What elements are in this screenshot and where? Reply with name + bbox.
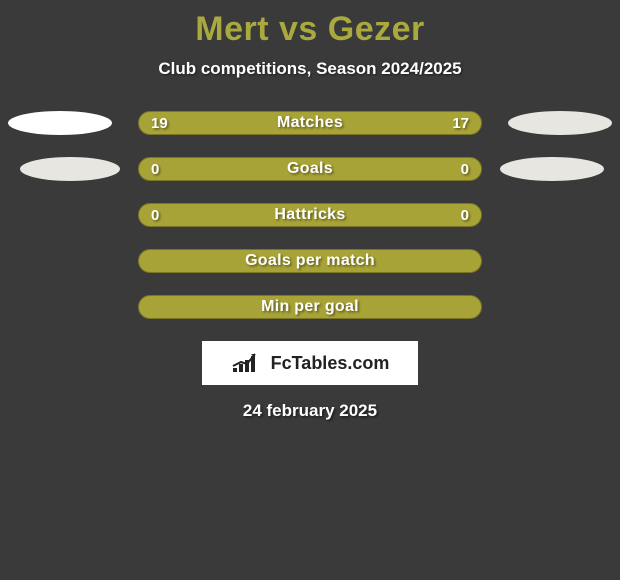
ellipse-right-1 <box>500 157 604 181</box>
stat-label: Goals per match <box>245 252 375 270</box>
stat-bar: Min per goal <box>138 295 482 319</box>
stat-bar: 19 Matches 17 <box>138 111 482 135</box>
stat-row-matches: 19 Matches 17 <box>0 111 620 135</box>
stat-row-goals: 0 Goals 0 <box>0 157 620 181</box>
page-title: Mert vs Gezer <box>0 0 620 49</box>
stat-row-gpm: Goals per match <box>0 249 620 273</box>
stat-label: Matches <box>277 114 343 132</box>
stat-rows: 19 Matches 17 0 Goals 0 0 Hattricks 0 <box>0 111 620 319</box>
stat-right-value: 0 <box>461 161 469 178</box>
stat-right-value: 17 <box>452 115 469 132</box>
logo: FcTables.com <box>231 352 390 374</box>
signal-bars-icon <box>231 352 265 374</box>
stat-bar: 0 Goals 0 <box>138 157 482 181</box>
infographic-container: Mert vs Gezer Club competitions, Season … <box>0 0 620 580</box>
ellipse-left-0 <box>8 111 112 135</box>
subtitle: Club competitions, Season 2024/2025 <box>0 59 620 79</box>
logo-box: FcTables.com <box>202 341 418 385</box>
stat-bar: 0 Hattricks 0 <box>138 203 482 227</box>
ellipse-left-1 <box>20 157 120 181</box>
stat-row-mpg: Min per goal <box>0 295 620 319</box>
stat-label: Hattricks <box>274 206 345 224</box>
date-label: 24 february 2025 <box>0 401 620 421</box>
stat-label: Min per goal <box>261 298 359 316</box>
ellipse-right-0 <box>508 111 612 135</box>
stat-right-value: 0 <box>461 207 469 224</box>
stat-left-value: 19 <box>151 115 168 132</box>
stat-left-value: 0 <box>151 161 159 178</box>
stat-label: Goals <box>287 160 333 178</box>
stat-left-value: 0 <box>151 207 159 224</box>
stat-row-hattricks: 0 Hattricks 0 <box>0 203 620 227</box>
logo-text: FcTables.com <box>271 353 390 374</box>
stat-bar: Goals per match <box>138 249 482 273</box>
